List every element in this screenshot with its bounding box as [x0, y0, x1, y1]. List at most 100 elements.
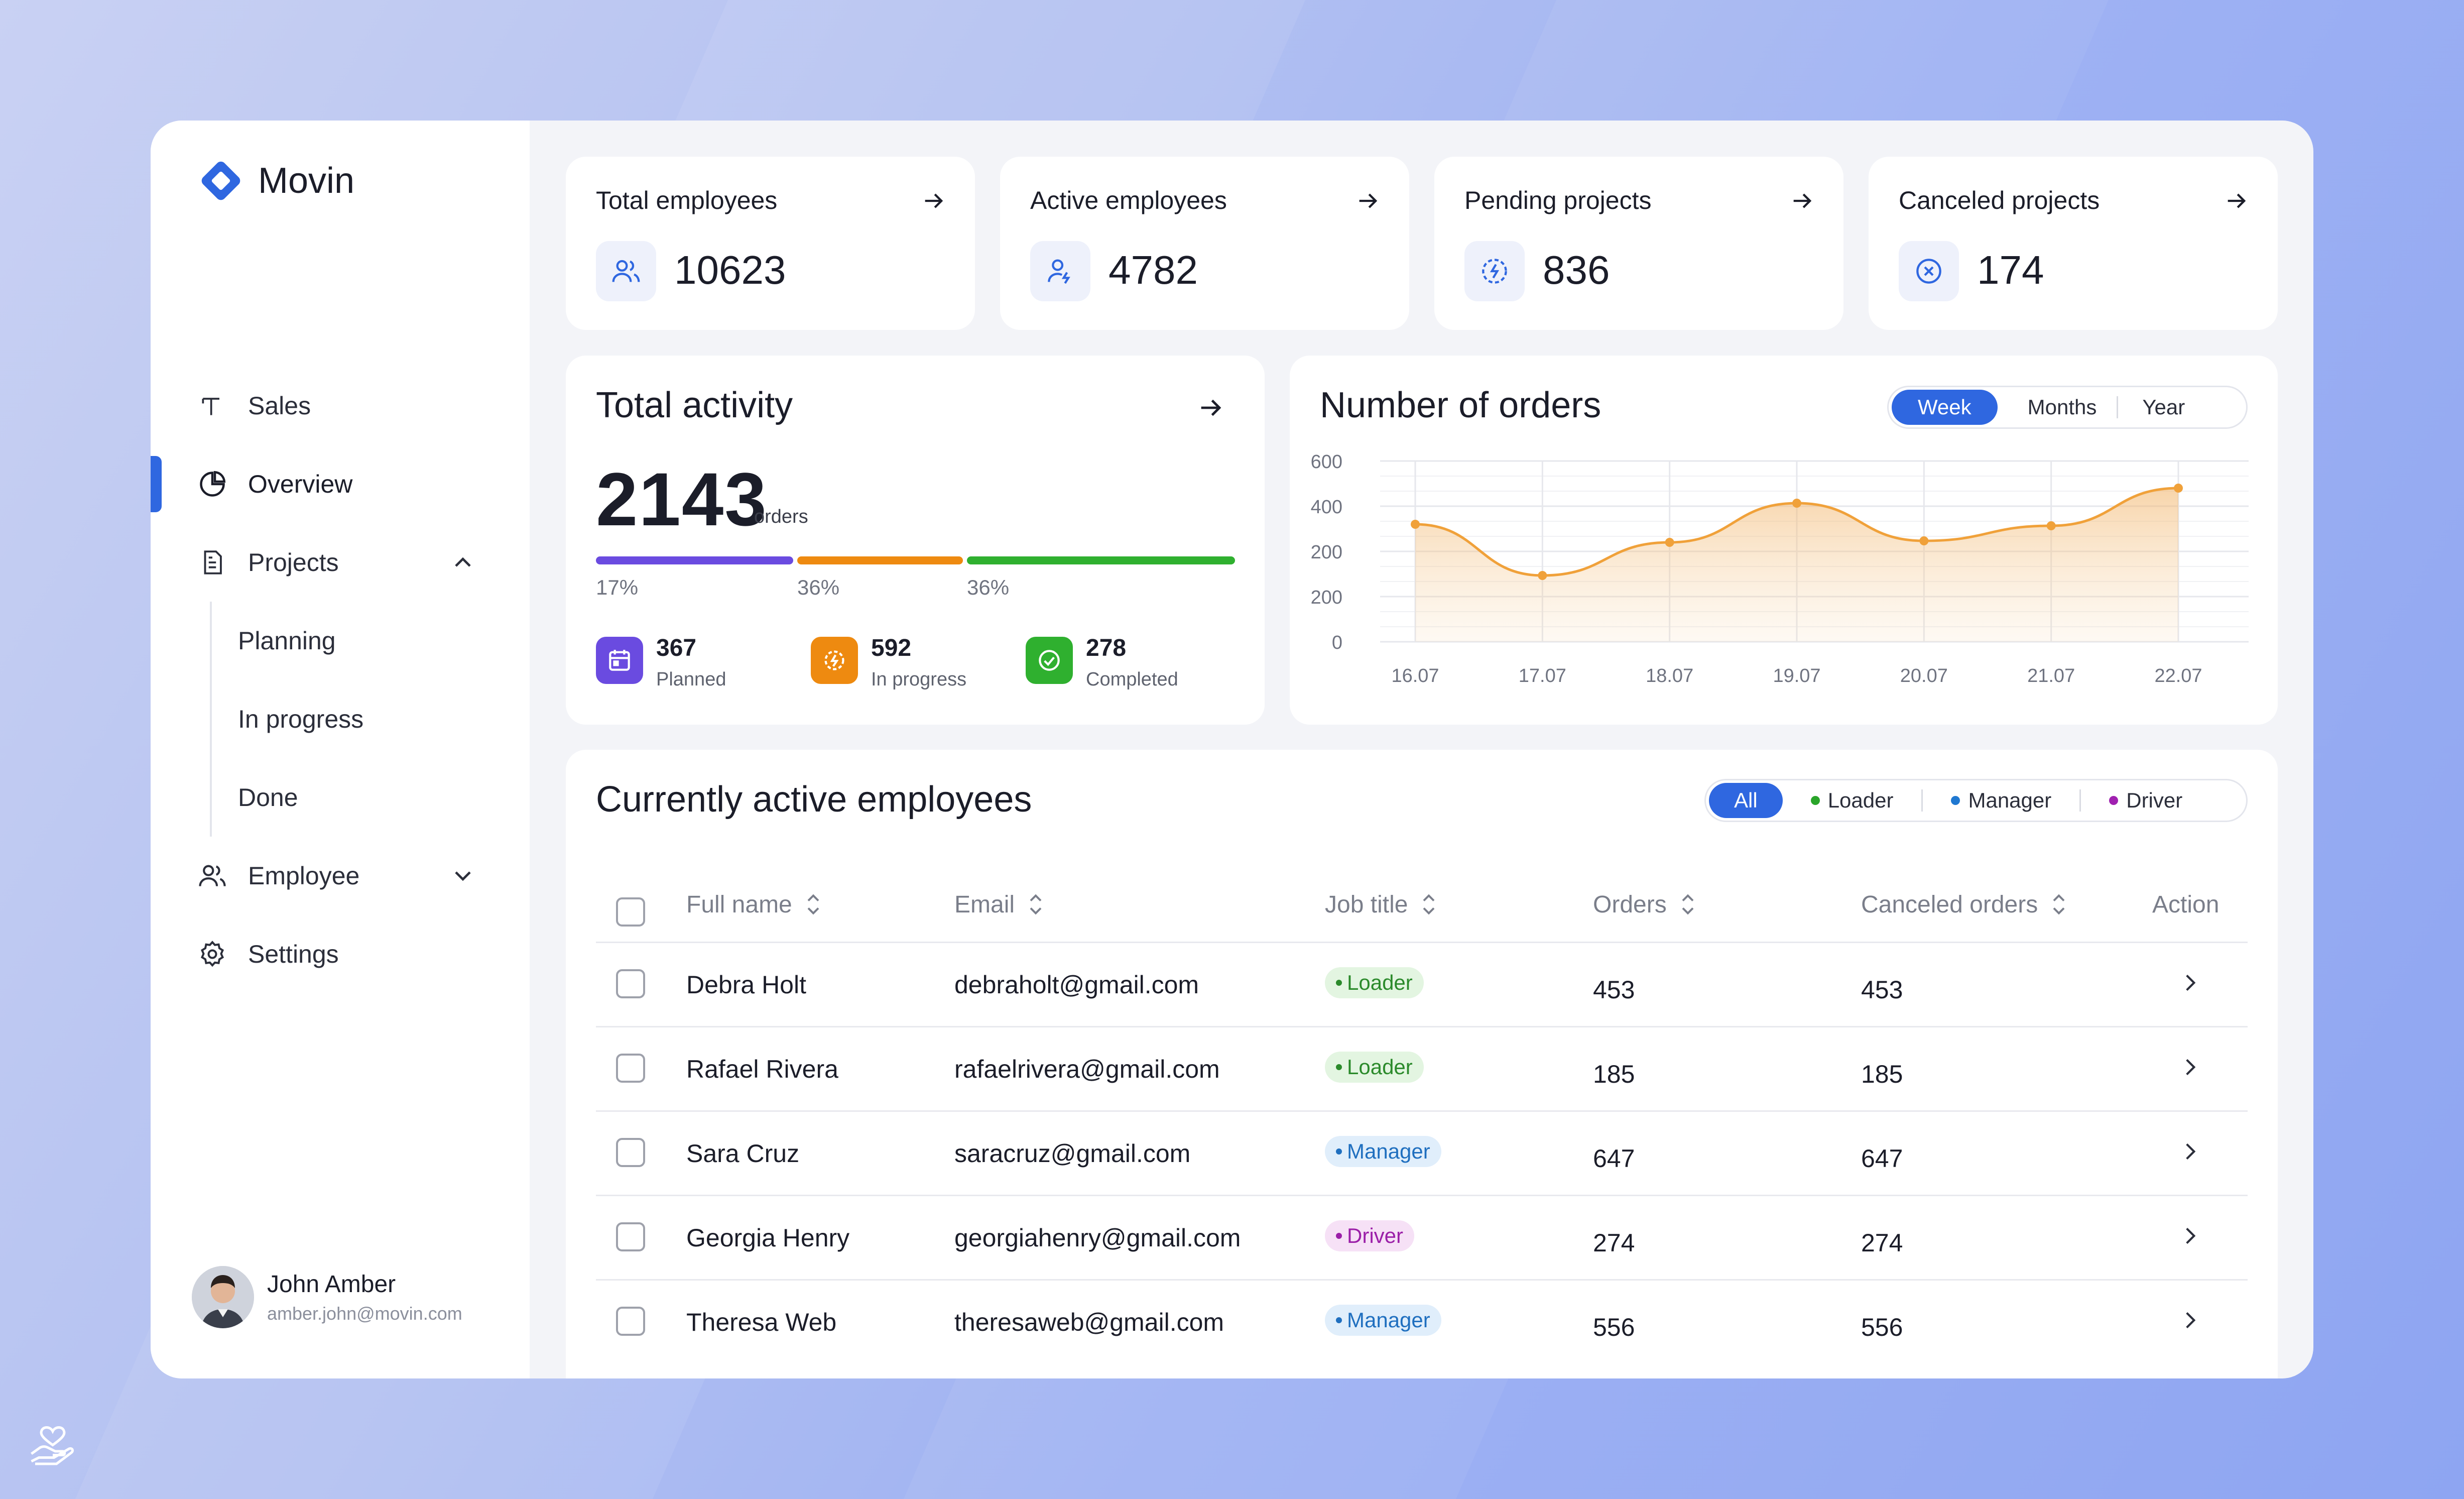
sort-icon[interactable] — [1419, 892, 1439, 917]
orders-count: 274 — [1593, 1229, 1635, 1257]
card-title: Total activity — [596, 385, 793, 425]
sort-icon[interactable] — [1678, 892, 1698, 917]
sidebar-item-label: Sales — [248, 392, 311, 420]
data-point[interactable] — [1919, 536, 1929, 545]
stat-value: 836 — [1543, 248, 1610, 292]
y-tick-label: 0 — [1332, 632, 1342, 653]
brand-name: Movin — [258, 161, 355, 201]
chevron-up-icon[interactable] — [449, 548, 477, 576]
column-header-job-title[interactable]: Job title — [1325, 879, 1439, 930]
y-tick-label: 600 — [1311, 451, 1342, 473]
table-row[interactable]: Georgia Henry georgiahenry@gmail.com Drive… — [596, 1195, 2248, 1279]
active-indicator — [151, 456, 162, 512]
gear-icon — [195, 937, 230, 972]
submenu-item-planning[interactable]: Planning — [238, 627, 336, 655]
sort-icon[interactable] — [1026, 892, 1046, 917]
arrow-right-icon[interactable] — [921, 188, 947, 214]
sidebar-item-overview[interactable]: Overview — [151, 445, 530, 523]
sidebar-item-sales[interactable]: Sales — [151, 367, 530, 445]
sidebar: Movin Sales Overview Projects — [151, 121, 530, 1378]
orders-count: 556 — [1593, 1313, 1635, 1341]
chevron-right-icon[interactable] — [2177, 970, 2202, 995]
stat-card-pending-projects[interactable]: Pending projects 836 — [1434, 157, 1843, 330]
submenu-item-in-progress[interactable]: In progress — [238, 705, 364, 733]
data-point[interactable] — [1665, 538, 1674, 547]
range-year-button[interactable]: Year — [2142, 395, 2185, 419]
brand-logo[interactable]: Movin — [196, 156, 354, 206]
arrow-right-icon[interactable] — [1196, 393, 1225, 422]
badge-dot — [1336, 1148, 1342, 1155]
table-row[interactable]: Theresa Web theresaweb@gmail.com Manager 55… — [596, 1279, 2248, 1363]
column-header-canceled-orders[interactable]: Canceled orders — [1861, 879, 2069, 930]
sidebar-item-settings[interactable]: Settings — [151, 915, 530, 993]
filter-label: Loader — [1827, 788, 1894, 812]
column-header-full-name[interactable]: Full name — [686, 879, 823, 930]
chevron-right-icon[interactable] — [2177, 1308, 2202, 1333]
submenu-item-done[interactable]: Done — [238, 783, 298, 812]
planned-label: Planned — [656, 669, 726, 690]
column-label: Full name — [686, 891, 792, 918]
projects-submenu: Planning In progress Done — [210, 602, 530, 837]
table-row[interactable]: Sara Cruz saracruz@gmail.com Manager 647 647 — [596, 1110, 2248, 1195]
chevron-right-icon[interactable] — [2177, 1223, 2202, 1248]
table-row[interactable]: Debra Holt debraholt@gmail.com Loader 453 45… — [596, 942, 2248, 1026]
badge-label: Manager — [1347, 1139, 1430, 1163]
chevron-right-icon[interactable] — [2177, 1055, 2202, 1080]
range-months-button[interactable]: Months — [2027, 395, 2097, 419]
sidebar-item-employee[interactable]: Employee — [151, 837, 530, 915]
sidebar-item-projects[interactable]: Projects — [151, 523, 530, 602]
orders-count: 185 — [1593, 1060, 1635, 1088]
data-point[interactable] — [1538, 571, 1547, 580]
stat-card-total-employees[interactable]: Total employees 10623 — [566, 157, 975, 330]
document-icon — [195, 545, 230, 580]
x-tick-label: 17.07 — [1519, 665, 1566, 686]
completed-label: Completed — [1086, 669, 1178, 690]
job-title-badge: Manager — [1325, 1136, 1441, 1167]
arrow-right-icon[interactable] — [1355, 188, 1381, 214]
badge-label: Driver — [1347, 1224, 1403, 1247]
data-point[interactable] — [1792, 499, 1801, 508]
filter-driver-button[interactable]: Driver — [2081, 783, 2210, 818]
row-checkbox[interactable] — [616, 969, 645, 998]
user-profile[interactable]: John Amber amber.john@movin.com — [192, 1266, 462, 1328]
sort-icon[interactable] — [803, 892, 823, 917]
row-checkbox[interactable] — [616, 1138, 645, 1167]
filter-all-button[interactable]: All — [1709, 783, 1783, 818]
range-week-button[interactable]: Week — [1892, 390, 1998, 425]
job-title-badge: Loader — [1325, 1052, 1424, 1083]
x-tick-label: 22.07 — [2154, 665, 2202, 686]
chevron-right-icon[interactable] — [2177, 1139, 2202, 1164]
sidebar-item-label: Settings — [248, 940, 339, 968]
chevron-down-icon[interactable] — [449, 862, 477, 890]
data-point[interactable] — [1411, 520, 1420, 529]
job-filter: All Loader Manager Driver — [1704, 779, 2248, 822]
pie-chart-icon — [195, 467, 230, 502]
cancel-circle-icon — [1899, 241, 1959, 301]
row-checkbox[interactable] — [616, 1054, 645, 1083]
filter-loader-button[interactable]: Loader — [1783, 783, 1922, 818]
table-row[interactable]: Rafael Rivera rafaelrivera@gmail.com Loade… — [596, 1026, 2248, 1110]
x-tick-label: 18.07 — [1646, 665, 1693, 686]
user-email: amber.john@movin.com — [267, 1303, 462, 1324]
progress-segment-completed — [967, 556, 1235, 564]
row-checkbox[interactable] — [616, 1307, 645, 1336]
user-name: John Amber — [267, 1271, 396, 1298]
stat-card-active-employees[interactable]: Active employees 4782 — [1000, 157, 1409, 330]
row-checkbox[interactable] — [616, 1222, 645, 1251]
select-all-checkbox[interactable] — [616, 897, 645, 927]
column-header-orders[interactable]: Orders — [1593, 879, 1698, 930]
data-point[interactable] — [2174, 484, 2183, 493]
column-header-action: Action — [2152, 879, 2219, 930]
arrow-right-icon[interactable] — [2224, 188, 2250, 214]
sort-icon[interactable] — [2049, 892, 2069, 917]
orders-area-chart: 600 400 200 200 0 16.07 17.07 18.07 19.07 20.07 21… — [1311, 451, 2249, 686]
arrow-right-icon[interactable] — [1789, 188, 1815, 214]
user-active-icon — [1030, 241, 1090, 301]
job-title-badge: Loader — [1325, 967, 1424, 998]
card-title: Currently active employees — [596, 779, 1032, 820]
data-point[interactable] — [2046, 521, 2056, 530]
filter-manager-button[interactable]: Manager — [1923, 783, 2079, 818]
column-header-email[interactable]: Email — [954, 879, 1046, 930]
stat-card-canceled-projects[interactable]: Canceled projects 174 — [1869, 157, 2278, 330]
sidebar-item-label: Overview — [248, 470, 353, 498]
